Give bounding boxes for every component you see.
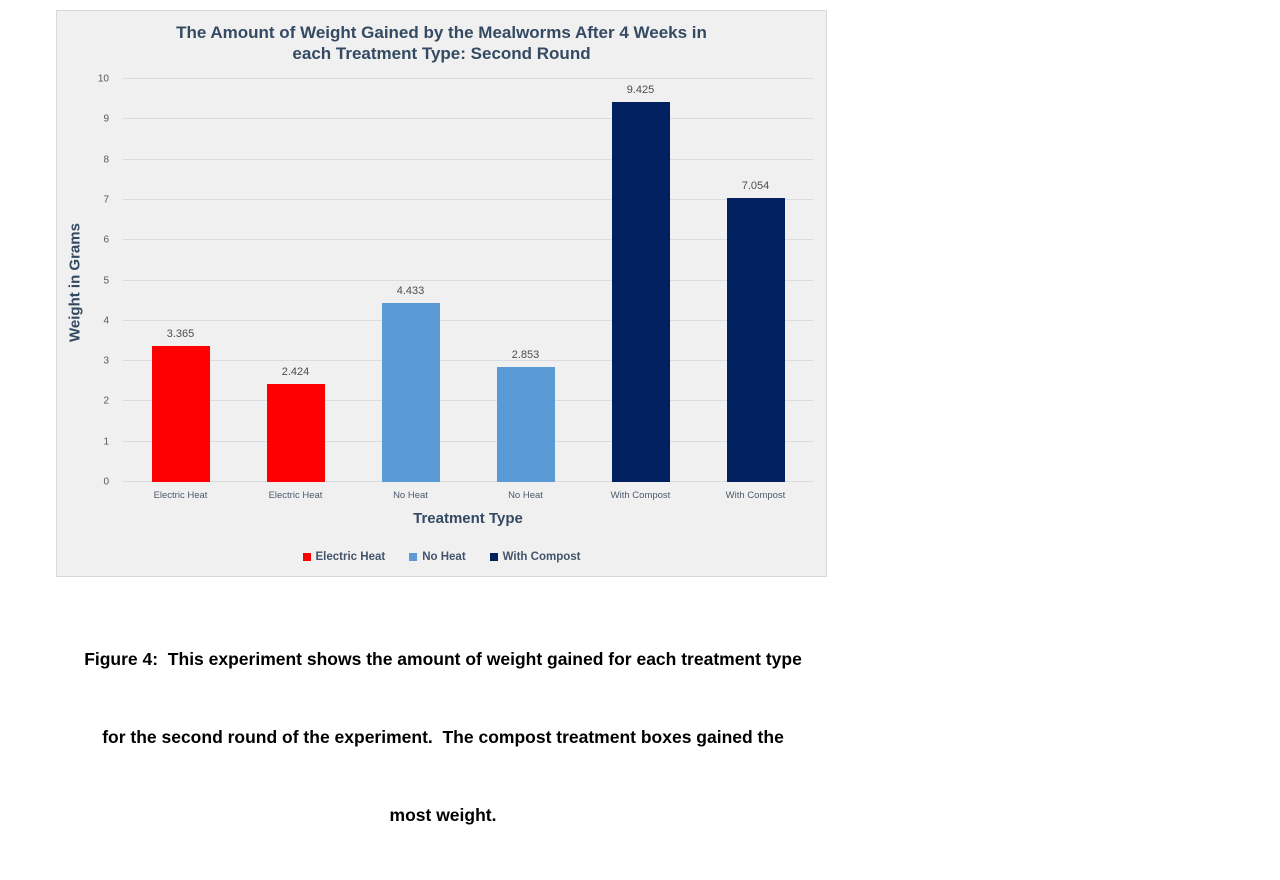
x-category-label: No Heat <box>508 490 543 501</box>
y-tick-label: 9 <box>103 113 109 125</box>
bar-value-label: 9.425 <box>626 84 655 97</box>
bar-value-label: 7.054 <box>741 179 770 192</box>
bar-with-compost <box>611 102 670 482</box>
gridline <box>123 360 813 362</box>
bar-electric-heat <box>266 384 325 482</box>
y-tick-label: 8 <box>103 154 109 166</box>
legend-item-no-heat: No Heat <box>409 551 466 563</box>
bar-value-label: 2.853 <box>511 349 540 362</box>
gridline <box>123 118 813 120</box>
y-tick-label: 1 <box>103 436 109 448</box>
legend-item-with-compost: With Compost <box>489 551 581 563</box>
gridline <box>123 440 813 442</box>
gridline <box>123 239 813 241</box>
bar-chart: The Amount of Weight Gained by the Mealw… <box>56 10 827 577</box>
y-tick-label: 3 <box>103 355 109 367</box>
y-tick-label: 6 <box>103 234 109 246</box>
legend-swatch-icon <box>489 553 498 561</box>
bar-value-label: 4.433 <box>396 285 425 298</box>
figure-caption-line: Figure 4: This experiment shows the amou… <box>84 649 802 669</box>
y-tick-label: 10 <box>97 73 109 85</box>
y-tick-label: 5 <box>103 275 109 286</box>
y-axis-title: Weight in Grams <box>66 223 84 342</box>
y-tick-label: 4 <box>103 315 109 327</box>
y-tick-label: 0 <box>103 476 109 488</box>
x-category-label: No Heat <box>393 490 428 501</box>
bar-no-heat <box>381 303 440 482</box>
figure-caption: Figure 4: This experiment shows the amou… <box>0 594 886 880</box>
gridline <box>123 158 813 160</box>
figure-caption-line: for the second round of the experiment. … <box>102 727 784 747</box>
bar-no-heat <box>496 367 555 482</box>
figure-caption-line: most weight. <box>389 805 497 825</box>
gridline <box>123 481 813 482</box>
y-tick-label: 2 <box>103 395 109 407</box>
bar-value-label: 2.424 <box>281 366 310 379</box>
legend-swatch-icon <box>409 553 418 561</box>
legend-swatch-icon <box>302 553 311 561</box>
legend-label: Electric Heat <box>315 551 386 563</box>
x-axis-category-labels: Electric Heat Electric Heat No Heat No Heat… <box>123 490 813 501</box>
x-category-label: With Compost <box>610 490 671 501</box>
legend-item-electric-heat: Electric Heat <box>302 551 386 563</box>
x-category-label: With Compost <box>725 490 786 501</box>
legend-label: No Heat <box>422 551 466 563</box>
gridline <box>123 319 813 321</box>
gridline <box>123 78 813 79</box>
chart-title: The Amount of Weight Gained by the Mealw… <box>176 23 707 63</box>
x-category-label: Electric Heat <box>153 490 208 501</box>
bar-with-compost <box>726 197 785 482</box>
plot-area: 3.365 2.424 4.433 2.853 9.425 7.054 <box>123 78 813 482</box>
x-axis-title: Treatment Type <box>413 510 523 527</box>
x-category-label: Electric Heat <box>268 490 323 501</box>
bar-electric-heat <box>151 346 210 482</box>
y-tick-label: 7 <box>103 194 109 206</box>
figure-page: The Amount of Weight Gained by the Mealw… <box>56 10 827 825</box>
chart-legend: Electric Heat No Heat With Compost <box>57 551 826 563</box>
legend-label: With Compost <box>502 551 581 563</box>
gridline <box>123 279 813 281</box>
gridline <box>123 400 813 402</box>
bar-value-label: 3.365 <box>166 328 195 341</box>
gridline <box>123 198 813 200</box>
